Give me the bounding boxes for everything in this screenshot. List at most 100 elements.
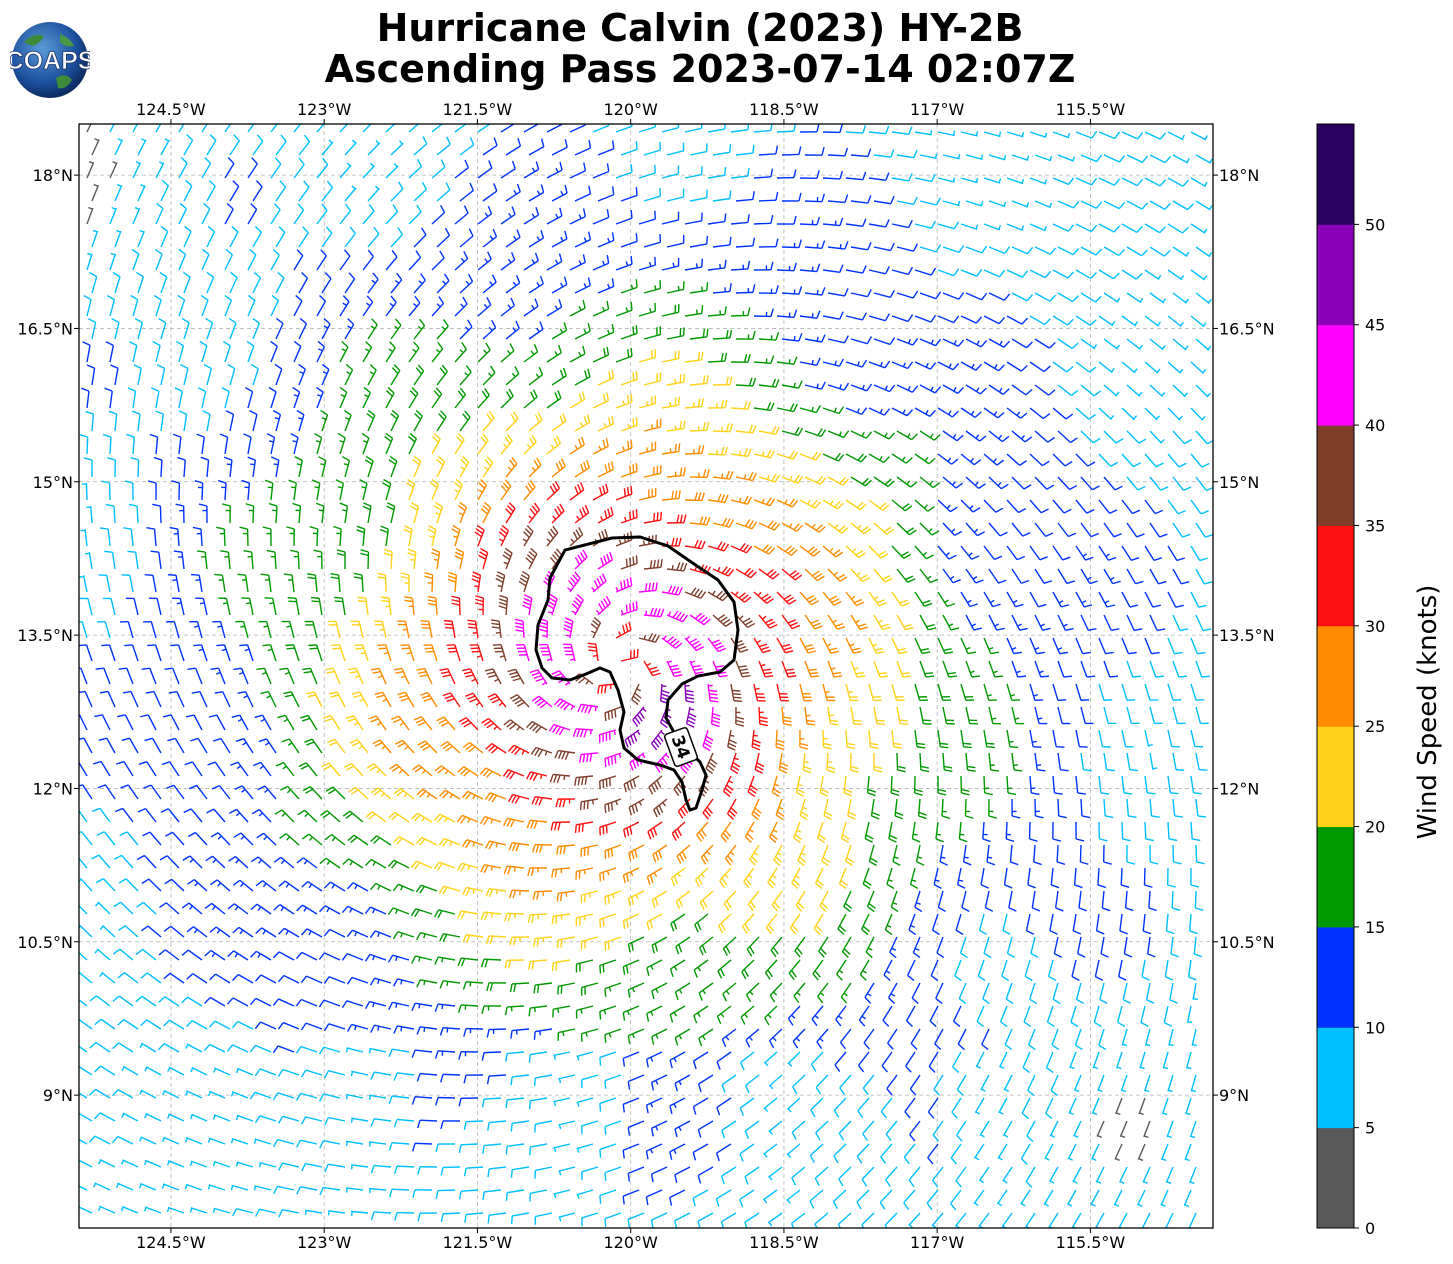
wind-barb (344, 139, 357, 156)
wind-barb (868, 407, 891, 416)
colorbar-tick-label: 0 (1365, 1219, 1375, 1238)
wind-barb (1167, 315, 1184, 328)
wind-barb (1011, 476, 1032, 490)
wind-barb (500, 388, 514, 409)
wind-barb (229, 271, 238, 294)
wind-barb (482, 456, 494, 478)
lon-tick-label-top: 124.5°W (136, 100, 206, 119)
wind-barb (615, 301, 633, 317)
wind-barb (241, 479, 251, 501)
wind-barb (1098, 131, 1121, 140)
wind-barb (712, 283, 732, 294)
wind-barb (86, 206, 94, 225)
wind-barb (569, 162, 587, 179)
wind-barb (965, 568, 984, 584)
wind-barb (268, 502, 278, 524)
wind-barb (294, 456, 303, 478)
wind-barb (318, 456, 327, 478)
wind-barb (339, 162, 352, 179)
wind-barb (134, 317, 144, 340)
wind-barb (98, 574, 111, 593)
wind-barb (983, 453, 1005, 466)
wind-barb (735, 567, 757, 579)
title-line-2: Ascending Pass 2023-07-14 02:07Z (324, 47, 1076, 91)
wind-barb (174, 387, 183, 409)
wind-barb (436, 319, 449, 340)
wind-barb (569, 254, 586, 271)
wind-barb (252, 271, 262, 294)
wind-barb (1029, 499, 1049, 514)
wind-barb (431, 432, 441, 455)
wind-barb (247, 456, 257, 478)
wind-barb (546, 207, 563, 225)
wind-barb (388, 455, 398, 478)
wind-barb (91, 183, 100, 202)
wind-barb (960, 407, 982, 418)
wind-barb (868, 591, 887, 607)
wind-barb (1075, 407, 1096, 420)
lon-tick-label-bottom: 120°W (603, 1233, 658, 1252)
wind-barb (1167, 499, 1186, 515)
wind-barb (149, 433, 159, 455)
wind-barb (292, 502, 302, 524)
wind-barb (339, 295, 350, 317)
wind-barb (203, 363, 213, 386)
wind-barb (730, 354, 751, 363)
wind-barb (1172, 154, 1190, 164)
wind-barb (1172, 430, 1193, 445)
wind-barb (321, 363, 330, 386)
wind-barb (914, 545, 934, 560)
wind-barb (343, 409, 352, 432)
wind-barb (410, 501, 420, 524)
lon-tick-label-bottom: 115.5°W (1056, 1233, 1126, 1252)
wind-barb (620, 141, 638, 156)
wind-barb (868, 499, 890, 511)
wind-barb (891, 407, 914, 417)
wind-barb (707, 124, 726, 133)
wind-barb (1034, 384, 1056, 396)
wind-barb (260, 573, 272, 593)
wind-barb (1121, 499, 1141, 515)
wind-barb (431, 159, 446, 179)
lat-tick-label-left: 16.5°N (17, 319, 73, 338)
wind-barb (735, 330, 756, 340)
wind-barb (262, 526, 272, 547)
wind-barb (735, 191, 755, 202)
wind-barb (315, 386, 324, 409)
wind-barb (86, 252, 93, 271)
wind-barb (408, 432, 418, 455)
wind-barb (228, 317, 237, 340)
wind-barb (477, 479, 488, 501)
wind-barb (569, 436, 585, 455)
wind-barb (638, 441, 657, 455)
wind-barb (413, 227, 427, 248)
wind-barb (367, 226, 380, 248)
wind-barb (477, 251, 492, 271)
wind-barb (454, 548, 465, 570)
wind-barb (960, 177, 979, 184)
wind-barb (266, 433, 276, 455)
colorbar-tick-label: 45 (1365, 316, 1385, 335)
wind-barb (827, 194, 849, 204)
wind-barb (1029, 407, 1051, 420)
lon-ticks-top: 124.5°W 123°W 121.5°W 120°W 118.5°W 117°W 115.… (136, 100, 1125, 124)
wind-barb (689, 516, 711, 526)
wind-barb (1029, 361, 1051, 373)
wind-barb (707, 493, 729, 504)
wind-barb (684, 398, 704, 409)
wind-barb (868, 545, 889, 559)
wind-barb (1057, 476, 1078, 491)
wind-barb (735, 424, 757, 434)
wind-barb (505, 137, 522, 156)
wind-barb (155, 161, 165, 179)
wind-barb (638, 534, 657, 547)
wind-barb (156, 364, 166, 386)
wind-barb (173, 550, 185, 570)
wind-barb (431, 296, 445, 317)
wind-barb (1011, 430, 1033, 443)
wind-barb (379, 525, 389, 547)
wind-barb (283, 573, 295, 593)
wind-barb (109, 160, 118, 179)
wind-barb (144, 574, 157, 593)
